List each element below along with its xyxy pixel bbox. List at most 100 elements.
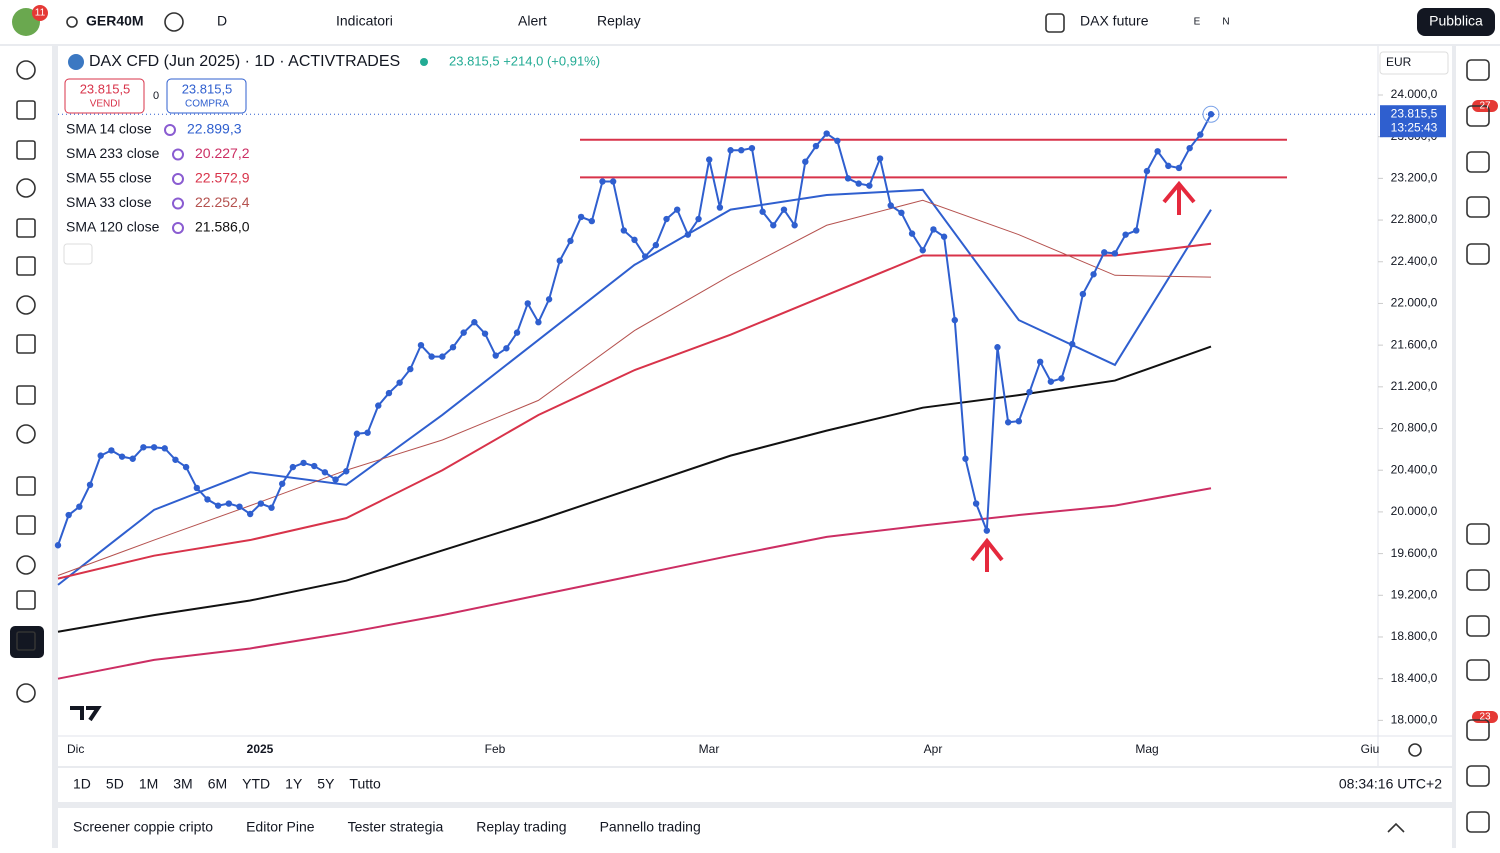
panel-tab[interactable]: Editor Pine (246, 819, 315, 835)
range-button[interactable]: 5D (106, 776, 124, 792)
compare-symbol[interactable]: DAX future (1080, 13, 1149, 29)
publish-label[interactable]: Pubblica (1429, 13, 1483, 29)
price-point (1197, 131, 1204, 138)
last-point-ring (1202, 105, 1220, 123)
sma-line (57, 487, 1212, 680)
add-icon[interactable] (164, 12, 184, 32)
active-tool[interactable] (10, 626, 44, 658)
expand-icon[interactable] (1387, 822, 1405, 833)
y-tick-label: 18.400,0 (1391, 671, 1438, 685)
price-point (375, 402, 382, 409)
quote: 23.815,5 +214,0 (+0,91%) (449, 53, 600, 68)
price-point (759, 208, 766, 215)
checkbox[interactable] (1045, 13, 1065, 33)
price-point (588, 217, 595, 225)
price-tag (1380, 105, 1446, 138)
sidebar-icon[interactable] (1466, 765, 1490, 787)
price-point (1186, 144, 1193, 152)
range-button[interactable]: YTD (242, 776, 270, 792)
price-point (684, 231, 692, 238)
sidebar-icon[interactable] (1466, 59, 1490, 81)
range-button[interactable]: 6M (208, 776, 227, 792)
sidebar-icon[interactable] (1466, 196, 1490, 218)
buy-label[interactable]: COMPRA (185, 99, 229, 110)
price-point (545, 296, 553, 303)
alert-button[interactable]: Alert (518, 13, 547, 29)
range-button[interactable]: 1D (73, 776, 91, 792)
currency-select[interactable] (1379, 51, 1449, 75)
range-button[interactable]: 1Y (285, 776, 303, 792)
x-tick-label: Mag (1135, 742, 1158, 756)
publish-button[interactable] (1417, 8, 1495, 36)
legend-name[interactable]: SMA 233 close (66, 145, 160, 161)
price-point (257, 500, 265, 507)
collapse-legend[interactable] (63, 243, 93, 265)
sell-price[interactable]: 23.815,5 (80, 81, 131, 96)
buy-button[interactable] (166, 78, 247, 114)
panel-tab[interactable]: Tester strategia (348, 819, 444, 835)
panel-tab[interactable]: Replay trading (476, 819, 566, 835)
legend-value: 22.252,4 (195, 194, 250, 210)
sidebar-icon[interactable] (1466, 523, 1490, 545)
tool-icon[interactable] (16, 100, 36, 120)
sidebar-icon[interactable] (1466, 105, 1490, 127)
range-button[interactable]: Tutto (349, 776, 381, 792)
buy-price[interactable]: 23.815,5 (182, 81, 233, 96)
interval[interactable]: D (217, 13, 227, 29)
search-icon[interactable] (66, 16, 78, 28)
sidebar-icon[interactable] (1466, 659, 1490, 681)
tool-icon[interactable] (16, 295, 36, 315)
price-point (97, 452, 104, 459)
panel-tab[interactable]: Screener coppie cripto (73, 819, 213, 835)
symbol[interactable]: GER40M (86, 13, 144, 29)
range-button[interactable]: 5Y (317, 776, 335, 792)
currency[interactable]: EUR (1386, 55, 1412, 69)
tool-icon[interactable] (16, 218, 36, 238)
price-point (353, 430, 361, 437)
range-button[interactable]: 3M (173, 776, 192, 792)
y-tick-label: 24.000,0 (1391, 87, 1438, 101)
settings-icon[interactable] (1408, 743, 1422, 757)
price-point (193, 484, 200, 492)
tool-icon[interactable] (16, 555, 36, 575)
tool-icon[interactable] (16, 424, 36, 444)
tool-icon[interactable] (16, 476, 36, 496)
tool-icon[interactable] (16, 334, 36, 354)
top-toolbar (0, 0, 1500, 44)
range-button[interactable]: 1M (139, 776, 158, 792)
tool-icon[interactable] (16, 140, 36, 160)
left-toolbar (0, 46, 52, 848)
legend-name[interactable]: SMA 55 close (66, 170, 152, 186)
tool-icon[interactable] (16, 515, 36, 535)
legend-name[interactable]: SMA 14 close (66, 121, 152, 137)
indicators-button[interactable]: Indicatori (336, 13, 393, 29)
legend-name[interactable]: SMA 33 close (66, 194, 152, 210)
tool-icon[interactable] (16, 60, 36, 80)
price-point (1165, 162, 1172, 170)
sidebar-icon[interactable] (1466, 569, 1490, 591)
tool-icon[interactable] (16, 683, 36, 703)
sidebar-icon[interactable] (1466, 811, 1490, 833)
price-point (204, 496, 211, 503)
sell-button[interactable] (64, 78, 145, 114)
price-point (951, 316, 958, 324)
tool-icon[interactable] (16, 590, 36, 610)
sidebar-icon[interactable] (1466, 243, 1490, 265)
replay-button[interactable]: Replay (597, 13, 641, 29)
legend-name[interactable]: SMA 120 close (66, 219, 160, 235)
price-point (1058, 375, 1065, 382)
tool-icon[interactable] (16, 178, 36, 198)
price-point (972, 500, 980, 507)
tool-icon[interactable] (16, 256, 36, 276)
sidebar-icon[interactable] (1466, 151, 1490, 173)
price-point (161, 445, 168, 452)
y-tick-label: 20.400,0 (1391, 462, 1438, 476)
price-point (289, 463, 297, 471)
tool-icon[interactable] (16, 631, 36, 651)
tool-icon[interactable] (16, 385, 36, 405)
sidebar-icon[interactable] (1466, 615, 1490, 637)
panel-tab[interactable]: Pannello trading (600, 819, 701, 835)
sell-label[interactable]: VENDI (90, 99, 121, 110)
y-tick-label: 18.000,0 (1391, 713, 1438, 727)
sidebar-icon[interactable] (1466, 719, 1490, 741)
